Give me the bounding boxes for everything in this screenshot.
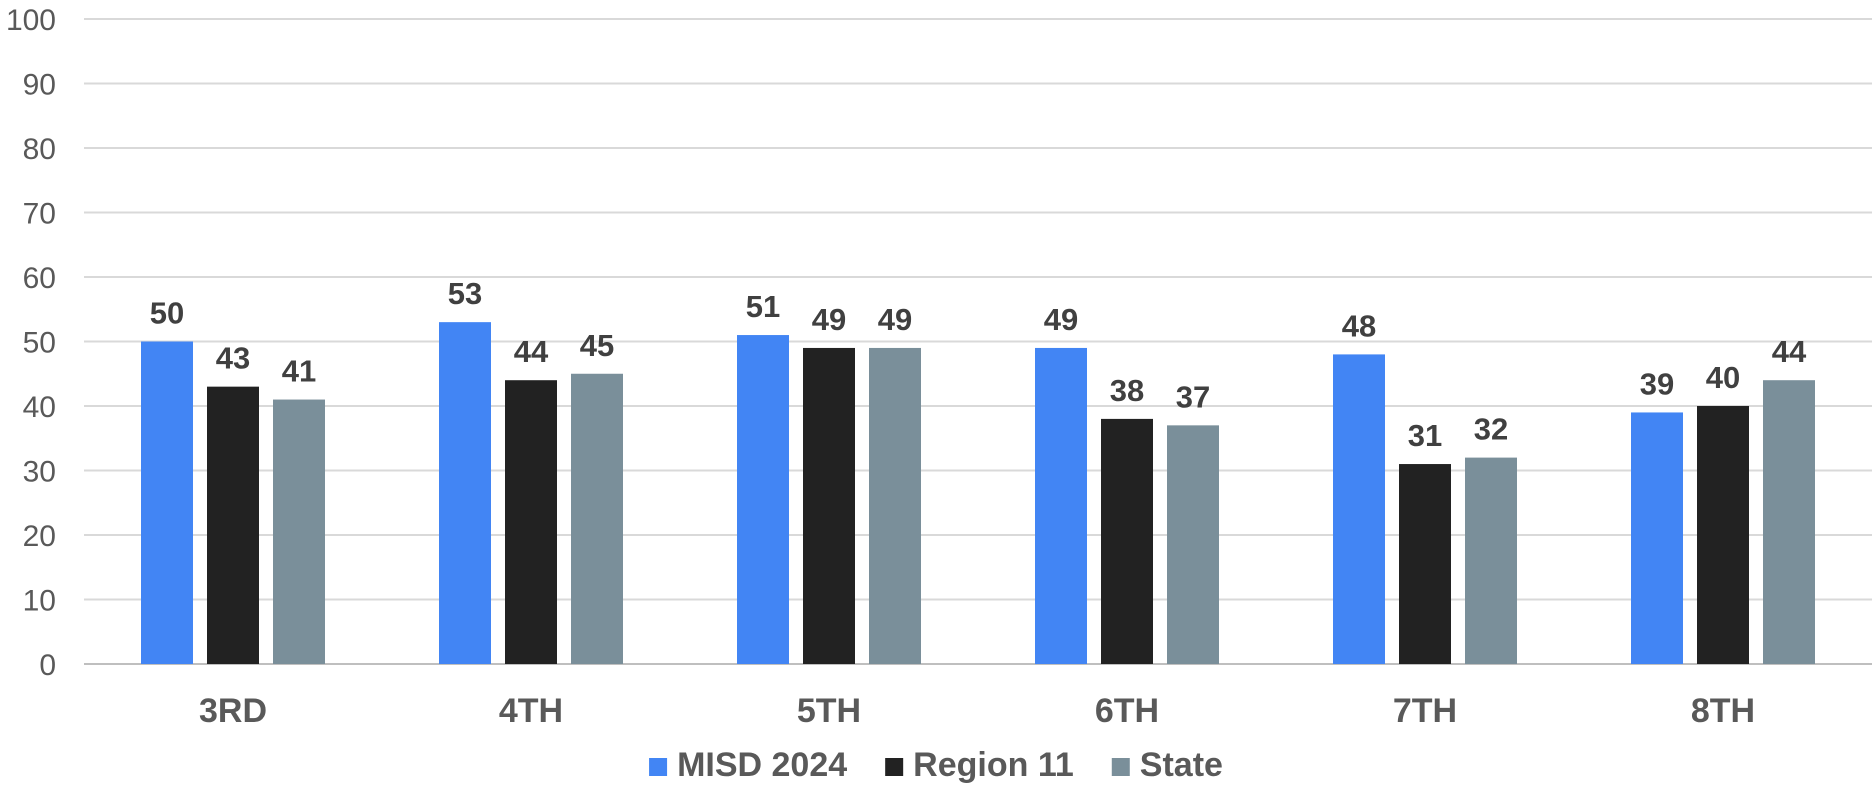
data-label: 37 — [1176, 379, 1210, 414]
x-category-label: 6TH — [1095, 692, 1159, 730]
data-label: 53 — [448, 276, 482, 311]
gridlines — [84, 18, 1872, 665]
data-label: 48 — [1342, 308, 1376, 343]
legend-swatch — [885, 758, 904, 776]
legend-swatch — [1111, 758, 1130, 776]
legend-label: State — [1140, 746, 1223, 784]
bars — [141, 322, 1815, 664]
x-axis-category-labels: 3RD 4TH 5TH 6TH 7TH 8TH — [199, 692, 1755, 730]
legend-swatch — [649, 758, 668, 776]
x-category-label: 4TH — [499, 692, 563, 730]
data-label: 40 — [1706, 360, 1740, 395]
legend-label: MISD 2024 — [677, 746, 847, 784]
bar-misd-2024-4th — [439, 322, 491, 664]
y-tick-label: 20 — [23, 520, 56, 553]
legend: MISD 2024 Region 11 State — [649, 746, 1223, 784]
y-tick-label: 0 — [39, 649, 56, 682]
data-label: 50 — [150, 296, 184, 331]
bar-state-8th — [1763, 380, 1815, 664]
data-label: 44 — [514, 334, 549, 369]
data-label: 32 — [1474, 412, 1508, 447]
bar-misd-2024-5th — [737, 335, 789, 664]
data-label: 38 — [1110, 373, 1144, 408]
data-label: 51 — [746, 289, 780, 324]
data-label: 43 — [216, 341, 250, 376]
legend-item: MISD 2024 — [649, 746, 847, 784]
y-tick-label: 40 — [23, 391, 56, 424]
bar-misd-2024-3rd — [141, 341, 193, 664]
bar-region-11-6th — [1101, 418, 1153, 664]
bar-region-11-5th — [803, 347, 855, 664]
bar-region-11-3rd — [207, 386, 259, 664]
y-tick-label: 100 — [6, 4, 56, 37]
x-category-label: 7TH — [1393, 692, 1457, 730]
bar-state-7th — [1465, 457, 1517, 664]
bar-state-4th — [571, 373, 623, 664]
y-tick-label: 70 — [23, 198, 56, 231]
bar-region-11-4th — [505, 380, 557, 664]
data-label: 49 — [1044, 302, 1078, 337]
bar-state-6th — [1167, 425, 1219, 664]
bar-misd-2024-8th — [1631, 412, 1683, 664]
data-label: 44 — [1772, 334, 1807, 369]
y-tick-label: 30 — [23, 456, 56, 489]
y-tick-label: 60 — [23, 262, 56, 295]
legend-item: State — [1111, 746, 1223, 784]
bar-region-11-8th — [1697, 406, 1749, 664]
x-category-label: 5TH — [797, 692, 861, 730]
data-label: 41 — [282, 354, 316, 389]
legend-label: Region 11 — [913, 746, 1074, 784]
bar-region-11-7th — [1399, 464, 1451, 664]
data-label: 49 — [878, 302, 912, 337]
data-label: 45 — [580, 328, 614, 363]
data-label: 39 — [1640, 366, 1674, 401]
bar-misd-2024-7th — [1333, 354, 1385, 664]
data-label: 49 — [812, 302, 846, 337]
data-labels: 50 43 41 53 44 45 51 49 49 49 38 37 48 31 32 39 40 44 — [150, 276, 1807, 453]
bar-misd-2024-6th — [1035, 347, 1087, 664]
bar-state-3rd — [273, 399, 325, 664]
legend-item: Region 11 — [885, 746, 1074, 784]
y-tick-label: 50 — [23, 327, 56, 360]
x-category-label: 8TH — [1691, 692, 1755, 730]
y-axis-tick-labels: 0 10 20 30 40 50 60 70 80 90 100 — [6, 4, 56, 682]
x-category-label: 3RD — [199, 692, 267, 730]
y-tick-label: 90 — [23, 69, 56, 102]
data-label: 31 — [1408, 418, 1442, 453]
y-tick-label: 80 — [23, 133, 56, 166]
y-tick-label: 10 — [23, 585, 56, 618]
bar-state-5th — [869, 347, 921, 664]
